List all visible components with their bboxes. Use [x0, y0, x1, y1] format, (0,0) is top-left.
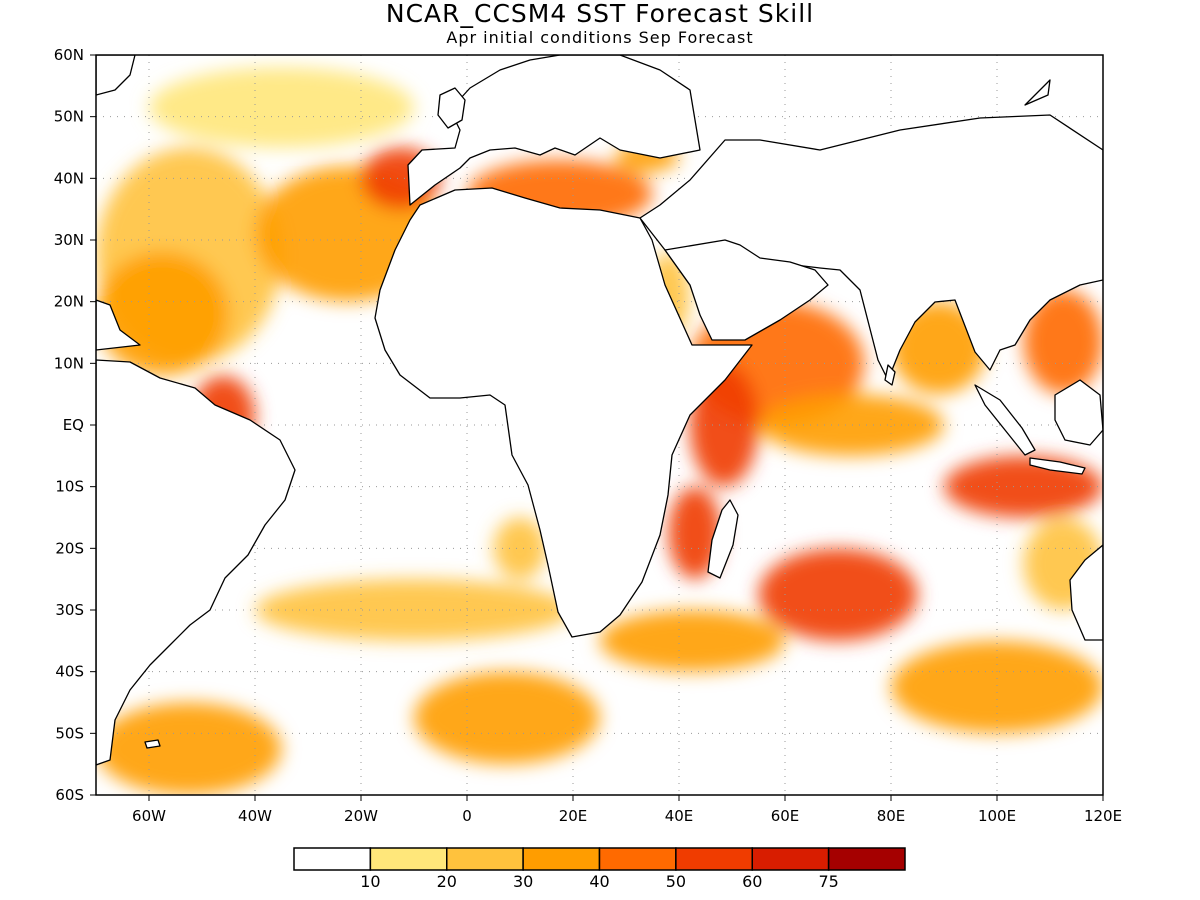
skill-region	[758, 548, 918, 641]
greenland-edge	[96, 55, 136, 96]
lat-tick-label: EQ	[63, 416, 84, 434]
lat-tick-label: 50S	[55, 724, 84, 742]
skill-region	[758, 394, 944, 456]
colorbar-swatch	[675, 847, 753, 871]
lon-tick-label: 20E	[559, 807, 588, 825]
lon-tick-label: 60W	[132, 807, 166, 825]
skill-region	[96, 252, 229, 376]
colorbar-label: 50	[666, 872, 686, 891]
south-america-landmass	[96, 359, 296, 766]
lon-tick-label: 120E	[1084, 807, 1122, 825]
colorbar-swatch	[827, 847, 906, 871]
colorbar-swatch	[751, 847, 830, 871]
lat-tick-label: 30N	[54, 231, 84, 249]
sri-lanka-island	[884, 364, 896, 386]
skill-region	[891, 640, 1103, 734]
colorbar-labels: 10 20 30 40 50 60 75	[360, 872, 839, 891]
skill-region	[668, 486, 722, 580]
lat-tick-label: 60N	[54, 46, 84, 64]
skill-region	[1023, 289, 1103, 395]
skill-region	[96, 702, 282, 795]
lat-tick-label: 20S	[55, 539, 84, 557]
lon-tick-label: 80E	[877, 807, 906, 825]
lat-tick-label: 10N	[54, 354, 84, 372]
lon-tick-label: 20W	[344, 807, 378, 825]
colorbar-label: 60	[742, 872, 762, 891]
colorbar-swatch	[522, 847, 601, 871]
borneo-island	[1054, 379, 1103, 446]
colorbar-label: 20	[437, 872, 457, 891]
colorbar-swatch	[293, 847, 372, 871]
colorbar-label: 40	[589, 872, 609, 891]
map-subtitle: Apr initial conditions Sep Forecast	[446, 28, 754, 47]
skill-region	[944, 455, 1103, 518]
colorbar-label: 30	[513, 872, 533, 891]
lat-tick-label: 40N	[54, 169, 84, 187]
longitude-labels: 60W 40W 20W 0 20E 40E 60E 80E 100E 120E	[132, 795, 1122, 825]
skill-region	[149, 67, 414, 148]
lon-tick-label: 40W	[238, 807, 272, 825]
colorbar-swatch	[446, 847, 524, 871]
europe-landmass	[407, 55, 701, 206]
lat-tick-label: 50N	[54, 108, 84, 126]
africa-landmass	[374, 187, 753, 638]
lat-tick-label: 20N	[54, 293, 84, 311]
lat-tick-label: 30S	[55, 601, 84, 619]
skill-region	[414, 671, 600, 765]
latitude-labels: 60N 50N 40N 30N 20N 10N EQ 10S 20S 30S 40S 50S 60S	[54, 46, 96, 804]
colorbar	[293, 847, 906, 871]
colorbar-swatch	[598, 847, 677, 871]
colorbar-swatch	[369, 847, 448, 871]
falkland-islands	[144, 739, 161, 749]
central-america-edge	[96, 299, 141, 351]
arabia-peninsula	[664, 239, 829, 341]
map-gridlines	[96, 55, 1103, 795]
lon-tick-label: 60E	[771, 807, 800, 825]
australia-landmass	[1069, 544, 1103, 641]
british-isles	[437, 87, 466, 129]
japan-islands	[1024, 79, 1051, 106]
skill-region	[599, 610, 785, 672]
lon-tick-label: 40E	[665, 807, 694, 825]
sumatra-island	[974, 384, 1036, 456]
map-title: NCAR_CCSM4 SST Forecast Skill	[385, 0, 815, 28]
lon-tick-label: 0	[462, 807, 472, 825]
skill-region	[891, 301, 987, 395]
lat-tick-label: 10S	[55, 478, 84, 496]
lat-tick-label: 60S	[55, 786, 84, 804]
colorbar-label: 10	[360, 872, 380, 891]
java-island	[1029, 457, 1086, 475]
colorbar-label: 75	[818, 872, 838, 891]
lat-tick-label: 40S	[55, 663, 84, 681]
lon-tick-label: 100E	[978, 807, 1016, 825]
skill-region	[493, 517, 547, 580]
land-masses	[96, 55, 1103, 766]
madagascar-island	[707, 499, 739, 579]
skill-region	[255, 579, 573, 641]
